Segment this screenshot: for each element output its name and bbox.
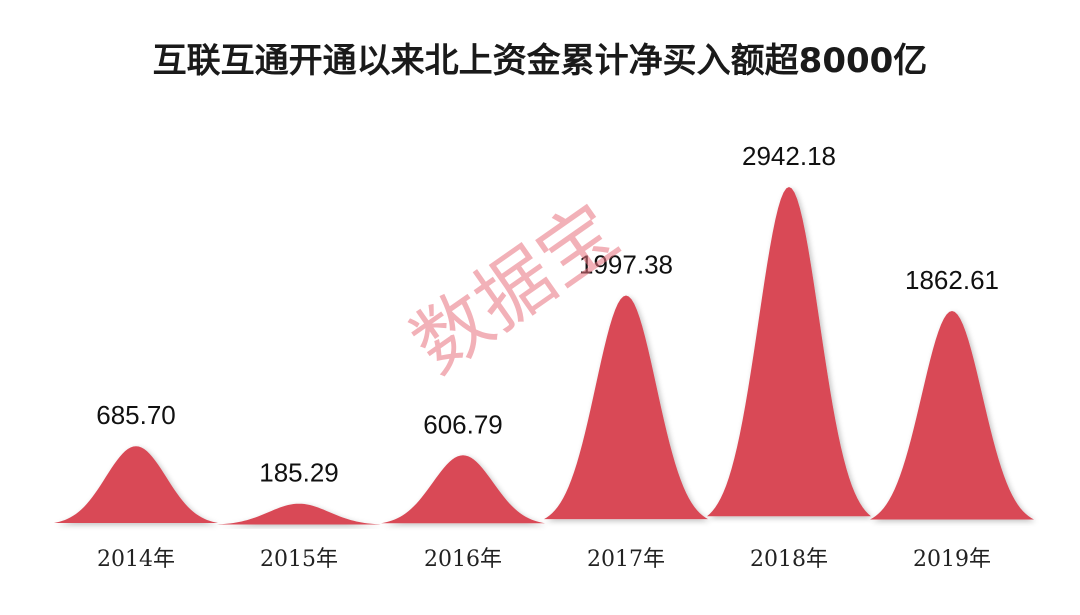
peak-2018年	[707, 187, 871, 517]
value-label: 185.29	[259, 458, 339, 488]
x-tick-label: 2018年	[750, 547, 828, 572]
x-tick-label: 2016年	[424, 547, 502, 572]
x-tick-label: 2019年	[913, 547, 991, 572]
value-label: 1997.38	[579, 250, 673, 280]
value-labels-group: 685.70 185.29 606.79 1997.38 2942.18 1862.61	[96, 141, 999, 488]
x-tick-label: 2017年	[587, 547, 665, 572]
x-tick-label: 2014年	[97, 547, 175, 572]
peaks-group	[54, 187, 1034, 525]
x-tick-label: 2015年	[260, 547, 338, 572]
peak-2015年	[217, 503, 381, 525]
peak-2016年	[381, 455, 545, 524]
value-label: 685.70	[96, 400, 176, 430]
x-axis-ticks: 2014年 2015年 2016年 2017年 2018年 2019年	[97, 547, 991, 572]
peak-2019年	[870, 311, 1034, 520]
chart-title: 互联互通开通以来北上资金累计净买入额超8000亿	[153, 41, 928, 81]
value-label: 2942.18	[742, 141, 836, 171]
peak-2017年	[544, 295, 708, 520]
watermark: 数据宝	[396, 186, 634, 390]
value-label: 606.79	[423, 409, 503, 439]
peak-2014年	[54, 446, 218, 523]
value-label: 1862.61	[905, 265, 999, 295]
